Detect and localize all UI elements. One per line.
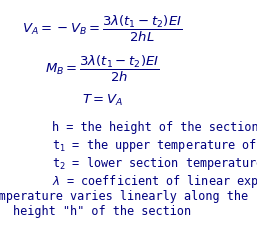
Text: $\lambda$ = coefficient of linear expansion: $\lambda$ = coefficient of linear expans… bbox=[52, 172, 257, 189]
Text: t$_1$ = the upper temperature of the section: t$_1$ = the upper temperature of the sec… bbox=[52, 136, 257, 153]
Text: $V_A = -V_B = \dfrac{3\lambda(t_1 - t_2)EI}{2hL}$: $V_A = -V_B = \dfrac{3\lambda(t_1 - t_2)… bbox=[22, 13, 183, 43]
Text: $T = V_A$: $T = V_A$ bbox=[82, 93, 123, 108]
Text: t$_2$ = lower section temperature: t$_2$ = lower section temperature bbox=[52, 154, 257, 171]
Text: h = the height of the section (cm): h = the height of the section (cm) bbox=[52, 121, 257, 133]
Text: $M_B = \dfrac{3\lambda(t_1 - t_2)EI}{2h}$: $M_B = \dfrac{3\lambda(t_1 - t_2)EI}{2h}… bbox=[45, 54, 160, 84]
Text: The temperature varies linearly along the
height "h" of the section: The temperature varies linearly along th… bbox=[0, 189, 249, 217]
